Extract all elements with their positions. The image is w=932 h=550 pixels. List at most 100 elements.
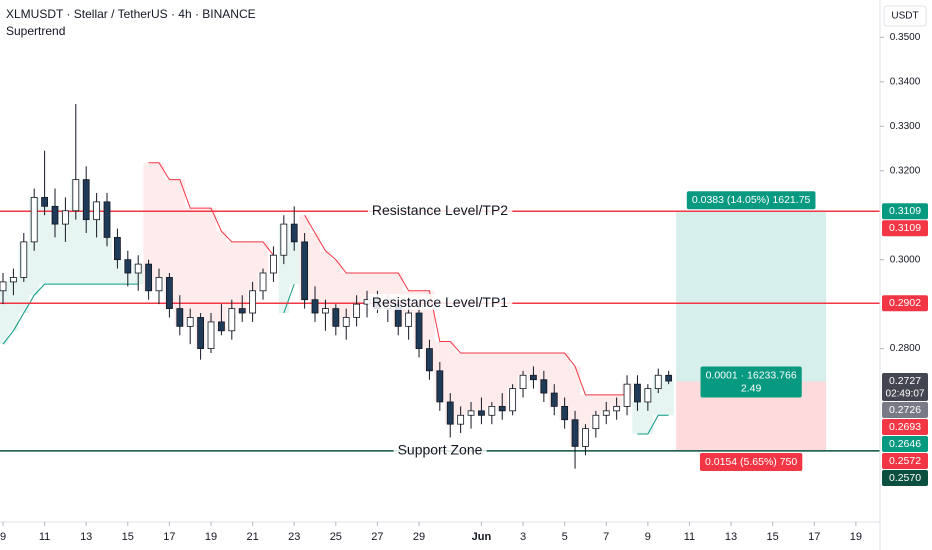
position-label: 2.49 [741, 382, 762, 394]
candle-body [353, 303, 361, 318]
candle-body [426, 348, 433, 372]
x-tick-label: 13 [80, 531, 92, 543]
supertrend-fill [143, 162, 154, 291]
supertrend-fill [101, 237, 113, 285]
position-label-bg [700, 366, 802, 398]
candle-body [30, 197, 38, 243]
supertrend-fill [81, 219, 92, 285]
indicator-name: Supertrend [6, 24, 65, 38]
supertrend-fill [0, 281, 9, 345]
price-badge-label: 0.3109 [889, 222, 921, 234]
y-tick-label: 0.2800 [890, 343, 921, 354]
x-tick-label: 3 [520, 531, 526, 543]
candle-body [155, 277, 163, 292]
candle-body [41, 197, 48, 207]
candle-body [270, 254, 277, 274]
supertrend-fill [569, 366, 581, 447]
supertrend-fill [205, 208, 217, 322]
supertrend-fill [70, 179, 82, 285]
supertrend-fill [559, 353, 570, 420]
x-tick-label: 15 [122, 531, 134, 543]
candle-body [197, 317, 205, 349]
candle-body [20, 241, 28, 278]
x-tick-label: 19 [850, 531, 862, 543]
supertrend-fill [309, 232, 321, 314]
candle-body [405, 312, 413, 327]
supertrend-fill [517, 353, 529, 376]
price-badge-label: 0.2570 [889, 472, 921, 484]
supertrend-fill [226, 241, 238, 309]
candle-body [342, 317, 350, 327]
candle-body [550, 392, 558, 407]
countdown: 02:49:07 [886, 389, 925, 400]
supertrend-fill [185, 208, 196, 318]
supertrend-fill [351, 273, 362, 305]
candle-body [124, 259, 132, 274]
supertrend-fill [455, 353, 466, 416]
supertrend-fill [507, 353, 518, 389]
y-tick-label: 0.3400 [890, 76, 921, 87]
x-tick-label: 13 [725, 531, 737, 543]
currency[interactable]: USDT [891, 11, 918, 22]
supertrend-line [2, 283, 669, 435]
candle-body [62, 210, 69, 225]
x-tick-label: 9 [645, 531, 651, 543]
level-label-bg [367, 201, 513, 218]
supertrend-fill [663, 381, 674, 416]
candle-body [602, 410, 610, 416]
candle-body [249, 290, 257, 314]
candle-body [498, 405, 506, 412]
level-label-bg [393, 441, 487, 458]
supertrend-fill [424, 290, 435, 371]
y-tick-label: 0.3000 [890, 254, 921, 265]
candle-body [72, 179, 80, 212]
supertrend-fill [580, 394, 591, 429]
candle-body [9, 277, 17, 283]
candle-body [82, 179, 90, 221]
supertrend-line [148, 162, 628, 396]
candle-body [103, 201, 111, 238]
candle-body [207, 321, 215, 349]
candle-body [488, 405, 496, 416]
level-label: Support Zone [398, 442, 483, 458]
supertrend-fill [278, 224, 290, 314]
x-tick-label: 15 [767, 531, 779, 543]
supertrend-fill [164, 179, 175, 309]
supertrend-fill [237, 241, 248, 314]
y-tick-label: 0.3200 [890, 165, 921, 176]
currency-box[interactable] [883, 5, 927, 27]
supertrend-fill [590, 394, 602, 416]
candle-body [114, 237, 121, 261]
candle-body [613, 405, 621, 412]
price-badge-label: 0.2572 [889, 455, 921, 467]
price-badge-label: 0.2646 [889, 438, 921, 450]
supertrend-fill [247, 241, 258, 291]
x-tick-label: 11 [39, 531, 50, 543]
price-badge [882, 453, 928, 470]
candle-body [509, 388, 517, 412]
price-badge [882, 373, 928, 402]
supertrend-fill [486, 353, 498, 407]
price-badge-label: 0.2726 [889, 404, 921, 416]
supertrend-fill [320, 250, 331, 309]
candle-body [145, 263, 153, 292]
supertrend-fill [330, 259, 342, 327]
supertrend-fill [341, 273, 352, 318]
supertrend-fill [112, 259, 123, 285]
position-label: 0.0154 (5.65%) 750 [705, 456, 797, 468]
supertrend-fill [257, 241, 269, 274]
candle-body [665, 374, 673, 382]
candle-body [436, 370, 444, 403]
candle-body [582, 428, 589, 447]
candle-body [332, 308, 340, 327]
candle-body [290, 223, 298, 243]
candle-body [51, 205, 59, 225]
supertrend-fill [49, 224, 61, 285]
supertrend-fill [361, 273, 373, 300]
x-tick-label: 29 [413, 531, 425, 543]
price-badge-label: 0.2693 [889, 421, 921, 433]
supertrend-fill [549, 353, 560, 407]
supertrend-fill [216, 231, 227, 331]
position-label-bg [699, 452, 803, 471]
